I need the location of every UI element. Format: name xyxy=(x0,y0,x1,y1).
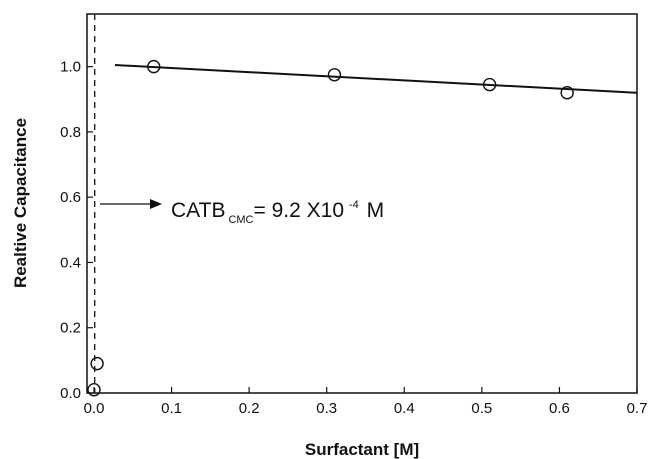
fit-line xyxy=(114,64,638,94)
data-point xyxy=(482,77,497,92)
y-tick-label: 0.8 xyxy=(60,124,81,141)
y-axis-label: Realtive Capacitance xyxy=(11,118,30,288)
y-tick-label: 0.0 xyxy=(60,385,81,402)
data-point xyxy=(327,68,342,82)
data-point xyxy=(147,59,161,74)
y-tick-label: 1.0 xyxy=(60,59,81,76)
y-tick-label: 0.6 xyxy=(60,189,81,206)
annotation-unit: M xyxy=(361,199,384,222)
x-tick-label: 0.4 xyxy=(394,400,415,417)
x-tick-label: 0.2 xyxy=(239,400,260,417)
annotation-main: CATB xyxy=(171,199,225,222)
x-tick-label: 0.3 xyxy=(316,400,337,417)
annotation-superscript: -4 xyxy=(349,199,359,211)
annotation-subscript: CMC xyxy=(228,214,253,226)
cmc-annotation: CATB CMC= 9.2 X10 -4 M xyxy=(171,199,384,226)
x-tick-label: 0.0 xyxy=(84,400,105,417)
data-point xyxy=(87,383,101,397)
x-tick-label: 0.5 xyxy=(471,400,492,417)
ticks-layer: 0.0 0.1 0.2 0.3 0.4 0.5 0.6 0.7 0.0 0.2 0.4 0.6 0.8 1… xyxy=(60,59,647,417)
x-tick-label: 0.1 xyxy=(161,400,182,417)
annotation-value: = 9.2 X10 xyxy=(254,199,345,222)
points-layer xyxy=(87,59,574,397)
y-tick-label: 0.4 xyxy=(60,254,81,271)
data-point xyxy=(560,86,574,100)
y-tick-label: 0.2 xyxy=(60,320,81,337)
x-axis-label: Surfactant [M] xyxy=(305,440,419,459)
x-tick-label: 0.6 xyxy=(549,400,570,417)
data-point xyxy=(90,356,104,371)
x-tick-label: 0.7 xyxy=(627,400,648,417)
lines-layer xyxy=(94,14,638,393)
annotation-arrow-head xyxy=(150,199,162,209)
plot-frame xyxy=(86,13,638,394)
